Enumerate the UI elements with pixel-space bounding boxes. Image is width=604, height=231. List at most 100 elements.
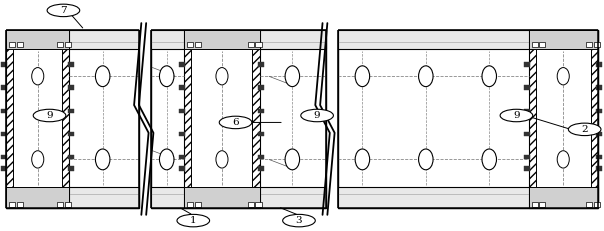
Bar: [6, 187, 139, 208]
Bar: [539, 42, 545, 47]
Bar: [68, 62, 74, 67]
Bar: [57, 42, 63, 47]
Bar: [6, 30, 69, 208]
Bar: [6, 187, 69, 208]
Bar: [586, 202, 592, 207]
Bar: [187, 202, 193, 207]
Bar: [539, 202, 545, 207]
Bar: [184, 187, 260, 208]
Bar: [1, 85, 7, 90]
Bar: [338, 30, 598, 49]
Bar: [258, 155, 264, 159]
Bar: [248, 42, 254, 47]
Bar: [179, 62, 185, 67]
Bar: [528, 30, 598, 49]
Bar: [17, 202, 23, 207]
Ellipse shape: [557, 67, 569, 85]
Ellipse shape: [482, 66, 496, 87]
Bar: [1, 109, 7, 113]
Text: 9: 9: [314, 111, 320, 120]
Bar: [6, 30, 139, 208]
Bar: [6, 30, 69, 49]
Bar: [596, 85, 602, 90]
Bar: [594, 202, 600, 207]
Bar: [258, 109, 264, 113]
Ellipse shape: [482, 149, 496, 170]
Bar: [179, 85, 185, 90]
Bar: [1, 62, 7, 67]
Bar: [248, 202, 254, 207]
Bar: [57, 202, 63, 207]
Bar: [151, 30, 326, 208]
Bar: [195, 42, 201, 47]
Bar: [187, 42, 193, 47]
Text: 1: 1: [190, 216, 196, 225]
Ellipse shape: [216, 67, 228, 85]
Ellipse shape: [557, 151, 569, 168]
Ellipse shape: [159, 149, 174, 170]
Bar: [255, 202, 262, 207]
Bar: [195, 202, 201, 207]
Text: 9: 9: [47, 111, 53, 120]
Ellipse shape: [159, 66, 174, 87]
Text: 3: 3: [296, 216, 302, 225]
Bar: [524, 85, 530, 90]
Bar: [68, 155, 74, 159]
Bar: [338, 187, 598, 208]
Bar: [536, 49, 591, 187]
Bar: [179, 155, 185, 159]
Bar: [151, 30, 326, 49]
Ellipse shape: [216, 151, 228, 168]
Bar: [179, 166, 185, 171]
Bar: [338, 30, 598, 208]
Ellipse shape: [355, 149, 370, 170]
Circle shape: [568, 123, 601, 136]
Bar: [524, 62, 530, 67]
Bar: [1, 132, 7, 136]
Text: 7: 7: [60, 6, 66, 15]
Bar: [258, 62, 264, 67]
Bar: [524, 166, 530, 171]
Ellipse shape: [285, 66, 300, 87]
Bar: [9, 202, 15, 207]
Circle shape: [47, 4, 80, 17]
Bar: [258, 166, 264, 171]
Bar: [532, 42, 538, 47]
Bar: [524, 132, 530, 136]
Bar: [68, 85, 74, 90]
Bar: [596, 166, 602, 171]
Bar: [586, 42, 592, 47]
Circle shape: [301, 109, 333, 122]
Text: 9: 9: [513, 111, 519, 120]
Bar: [255, 42, 262, 47]
Bar: [68, 109, 74, 113]
Ellipse shape: [31, 151, 43, 168]
Ellipse shape: [419, 66, 433, 87]
Bar: [524, 109, 530, 113]
Bar: [524, 155, 530, 159]
Bar: [191, 49, 252, 187]
Ellipse shape: [355, 66, 370, 87]
Bar: [1, 166, 7, 171]
Bar: [528, 30, 598, 208]
Circle shape: [219, 116, 252, 129]
Bar: [179, 132, 185, 136]
Ellipse shape: [95, 149, 110, 170]
Circle shape: [500, 109, 533, 122]
Ellipse shape: [95, 66, 110, 87]
Bar: [68, 166, 74, 171]
Bar: [528, 187, 598, 208]
Bar: [258, 85, 264, 90]
Bar: [151, 187, 326, 208]
Ellipse shape: [285, 149, 300, 170]
Bar: [596, 155, 602, 159]
Bar: [65, 202, 71, 207]
Bar: [184, 30, 260, 49]
Bar: [596, 109, 602, 113]
Ellipse shape: [31, 67, 43, 85]
Bar: [1, 155, 7, 159]
Circle shape: [177, 214, 210, 227]
Bar: [65, 42, 71, 47]
Bar: [179, 109, 185, 113]
Text: 6: 6: [233, 118, 239, 127]
